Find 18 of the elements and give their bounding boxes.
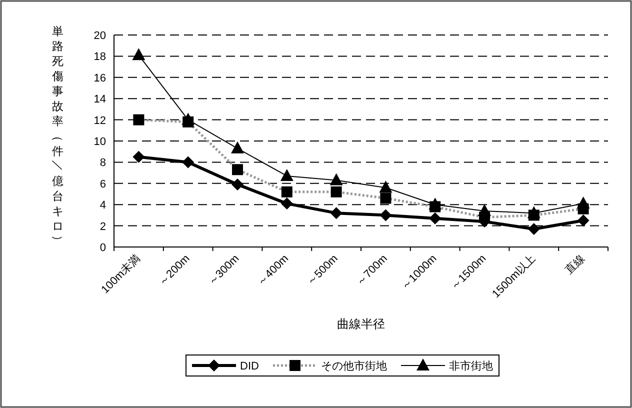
y-tick-label: 16 bbox=[94, 72, 106, 84]
point bbox=[528, 222, 540, 235]
y-tick-label: 14 bbox=[94, 94, 106, 106]
legend-label: 非市街地 bbox=[449, 360, 493, 372]
y-tick-label: 18 bbox=[94, 51, 106, 64]
y-tick-label: 6 bbox=[100, 178, 106, 190]
y-tick-label: 12 bbox=[94, 114, 106, 127]
y-tick-label: 10 bbox=[94, 136, 106, 148]
legend-label: DID bbox=[240, 360, 259, 372]
y-tick-label: 20 bbox=[94, 30, 106, 42]
x-tick-label: 直線 bbox=[562, 252, 588, 277]
legend-label: その他市街地 bbox=[321, 360, 387, 372]
y-tick-label: 2 bbox=[100, 220, 106, 233]
y-tick-label: 8 bbox=[100, 157, 106, 170]
y-axis-title: 単路死傷事故率（件／億台キロ） bbox=[51, 26, 64, 247]
y-tick-label: 4 bbox=[100, 200, 106, 212]
y-tick-label: 0 bbox=[100, 242, 106, 254]
x-axis-title: 曲線半径 bbox=[337, 317, 385, 331]
